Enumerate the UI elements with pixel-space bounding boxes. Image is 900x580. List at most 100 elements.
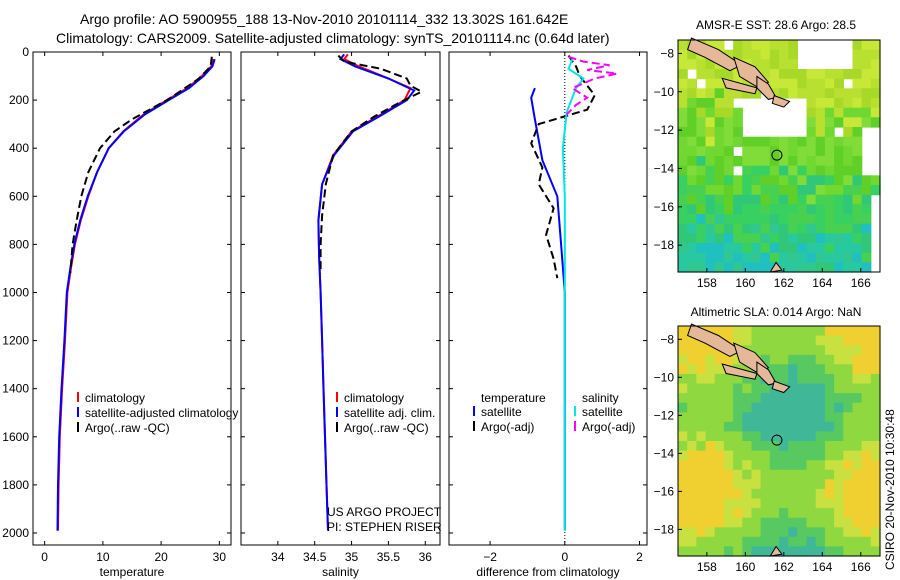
map-cell xyxy=(742,233,753,244)
map-cell xyxy=(852,412,863,423)
map-cell xyxy=(678,536,688,547)
island-shape xyxy=(686,37,743,72)
map-cell xyxy=(678,546,688,557)
map-cell xyxy=(870,393,881,404)
map-cell xyxy=(797,185,808,196)
series-line-salinity-satellite xyxy=(561,58,585,531)
map-cell xyxy=(769,194,780,205)
map-cell xyxy=(714,326,725,337)
map-cell xyxy=(714,127,725,138)
map-cell xyxy=(751,536,762,547)
map-cell xyxy=(788,78,798,89)
map-x-tick-label: 158 xyxy=(697,276,717,290)
map-cell xyxy=(696,88,707,99)
map-cell xyxy=(797,469,808,480)
map-cell xyxy=(852,127,863,138)
map-cell xyxy=(742,78,753,89)
map-cell xyxy=(852,393,863,404)
map-cell xyxy=(751,194,762,205)
map-y-tick-label: −8 xyxy=(660,46,674,60)
map-cell xyxy=(678,243,688,254)
map-y-tick-label: −10 xyxy=(654,85,675,99)
map-cell xyxy=(723,243,734,254)
legend-label: climatology xyxy=(344,391,404,405)
map-cell xyxy=(852,252,863,263)
map-cell xyxy=(861,326,872,337)
map-cell xyxy=(760,233,771,244)
map-cell xyxy=(723,412,734,423)
map-cell xyxy=(824,194,835,205)
map-cell xyxy=(714,98,725,109)
map-cell xyxy=(687,393,697,404)
map-cell xyxy=(797,335,808,346)
map-cell xyxy=(678,508,688,519)
legend-label: Argo(-adj) xyxy=(481,420,534,434)
map-cell xyxy=(843,412,854,423)
map-cell xyxy=(760,421,771,432)
map-cell xyxy=(687,354,697,365)
map-cell xyxy=(742,88,753,99)
map-cell xyxy=(779,354,789,365)
map-cell xyxy=(714,460,725,471)
map-cell xyxy=(723,88,734,99)
map-cell xyxy=(742,527,753,538)
map-cell xyxy=(733,517,743,528)
y-tick-label: 800 xyxy=(9,237,29,251)
map-cell xyxy=(806,354,817,365)
map-cell xyxy=(687,488,697,500)
map-cell xyxy=(733,204,743,215)
map-cell xyxy=(678,175,688,186)
map-cell xyxy=(723,460,734,471)
map-cell xyxy=(797,460,808,471)
map-cell xyxy=(760,194,771,205)
map-cell xyxy=(834,185,844,196)
map-cell xyxy=(733,498,743,509)
map-cell xyxy=(779,508,789,519)
map-cell xyxy=(760,527,771,538)
map-cell xyxy=(733,402,743,413)
map-cell xyxy=(742,40,753,51)
map-cell xyxy=(687,117,697,128)
map-cell xyxy=(760,412,771,423)
map-cell xyxy=(751,488,762,500)
map-cell xyxy=(687,498,697,509)
map-cell xyxy=(696,383,707,394)
map-cell xyxy=(824,335,835,346)
map-cell xyxy=(815,498,826,509)
x-tick-label: 30 xyxy=(213,550,227,564)
map-cell xyxy=(760,383,771,394)
map-cell xyxy=(723,204,734,215)
map-cell xyxy=(815,383,826,394)
map-cell xyxy=(861,479,872,490)
map-cell xyxy=(834,98,844,109)
map-cell xyxy=(742,223,753,234)
map-cell xyxy=(870,460,881,471)
map-cell xyxy=(797,326,808,337)
map-cell xyxy=(861,536,872,547)
island-shape xyxy=(769,261,783,273)
map-cell xyxy=(852,175,863,186)
map-cell xyxy=(815,262,826,273)
x-axis-label: temperature xyxy=(100,565,165,579)
map-cell xyxy=(806,479,817,490)
map-cell xyxy=(852,136,863,147)
map-cell xyxy=(751,49,762,60)
map-cell xyxy=(687,194,697,205)
map-cell xyxy=(870,527,881,538)
map-cell xyxy=(806,364,817,375)
legend-label: satellite xyxy=(582,405,623,419)
map-cell xyxy=(678,127,688,138)
map-cell xyxy=(779,136,789,147)
map-cell xyxy=(788,59,798,70)
map-cell xyxy=(751,546,762,557)
map-cell xyxy=(824,441,835,452)
map-cell xyxy=(733,214,743,225)
map-cell xyxy=(705,431,716,442)
map-cell xyxy=(797,88,808,99)
map-cell xyxy=(687,233,697,244)
map-cell xyxy=(751,262,762,273)
map-cell xyxy=(779,335,789,346)
map-cell xyxy=(696,373,707,385)
map-cell xyxy=(779,40,789,51)
map-cell xyxy=(742,326,753,337)
